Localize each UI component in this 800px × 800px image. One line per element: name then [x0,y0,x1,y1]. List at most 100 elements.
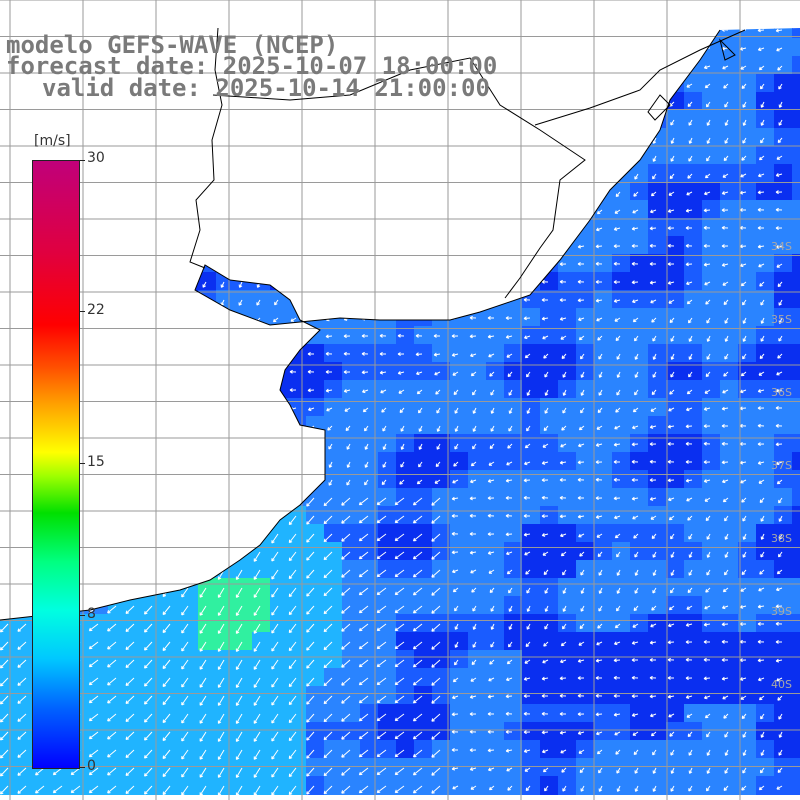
field-cell [540,398,559,417]
field-cell [450,398,469,417]
wind-arrow [760,533,765,540]
wind-arrow [148,335,153,342]
field-cell [684,200,703,219]
wind-arrow [88,551,99,560]
wind-arrow [92,173,99,178]
field-cell [756,272,775,291]
field-cell [558,218,577,237]
wind-arrow [580,389,585,396]
wind-arrow [760,335,765,342]
field-cell [702,740,721,759]
wind-arrow [649,694,657,699]
field-cell [450,344,469,363]
field-cell [738,326,757,345]
wind-arrow [541,81,549,86]
wind-arrow [88,749,99,758]
field-cell [774,128,793,147]
field-cell [108,722,127,741]
wind-arrow [88,515,99,524]
wind-arrow [688,155,693,162]
wind-arrow [613,28,621,33]
wind-arrow [397,154,405,159]
wind-arrow [685,64,693,69]
field-cell [594,758,613,777]
wind-arrow [487,513,495,518]
wind-arrow [670,749,675,756]
wind-arrow [253,387,261,392]
wind-arrow [345,281,351,288]
wind-arrow [394,533,405,542]
field-cell [684,596,703,615]
wind-arrow [722,65,729,70]
field-cell [414,524,433,543]
field-cell [414,560,433,579]
wind-arrow [376,515,387,524]
field-cell [432,488,451,507]
wind-arrow [757,442,765,447]
field-cell [342,452,361,471]
field-cell [306,110,325,129]
field-cell [396,776,415,795]
field-cell [252,218,271,237]
field-cell [432,614,451,633]
field-cell [414,542,433,561]
field-cell [504,560,523,579]
wind-arrow [431,569,441,578]
field-cell [648,416,667,435]
field-cell [576,596,595,615]
wind-arrow [706,767,711,774]
wind-arrow [505,297,513,302]
field-cell [756,452,775,471]
wind-arrow [667,640,675,645]
wind-arrow [741,713,747,720]
field-cell [126,632,145,651]
field-cell [180,614,199,633]
wind-arrow [162,677,171,688]
wind-arrow [670,137,675,144]
field-cell [720,380,739,399]
field-cell [756,308,775,327]
field-cell [792,56,800,75]
field-cell [540,632,559,651]
wind-arrow [217,208,225,213]
field-cell [324,668,343,687]
wind-arrow [238,263,243,270]
wind-arrow [397,316,405,321]
wind-arrow [380,299,387,304]
field-cell [108,272,127,291]
field-cell [450,362,469,381]
field-cell [738,38,757,57]
field-cell [180,146,199,165]
wind-arrow [341,641,351,650]
wind-arrow [110,281,117,287]
field-cell [270,632,289,651]
wind-arrow [652,551,657,558]
field-cell [162,506,181,525]
wind-arrow [289,171,297,176]
field-cell [702,452,721,471]
wind-arrow [394,587,405,596]
field-cell [252,542,271,561]
field-cell [792,470,800,489]
field-cell [378,686,397,705]
wind-arrow [417,191,423,197]
wind-arrow [722,479,729,484]
wind-arrow [145,207,153,212]
field-cell [468,704,487,723]
wind-arrow [235,767,243,778]
wind-arrow [613,227,621,231]
field-cell [198,506,217,525]
wind-arrow [127,442,135,447]
field-cell [540,614,559,633]
field-cell [630,722,649,741]
field-cell [378,524,397,543]
wind-arrow [381,407,387,413]
field-cell [558,578,577,597]
field-cell [558,758,577,777]
field-cell [684,776,703,795]
wind-arrow [181,749,189,760]
field-cell [144,488,163,507]
lat-label: 37S [771,459,792,472]
wind-arrow [341,533,351,542]
field-cell [774,290,793,309]
